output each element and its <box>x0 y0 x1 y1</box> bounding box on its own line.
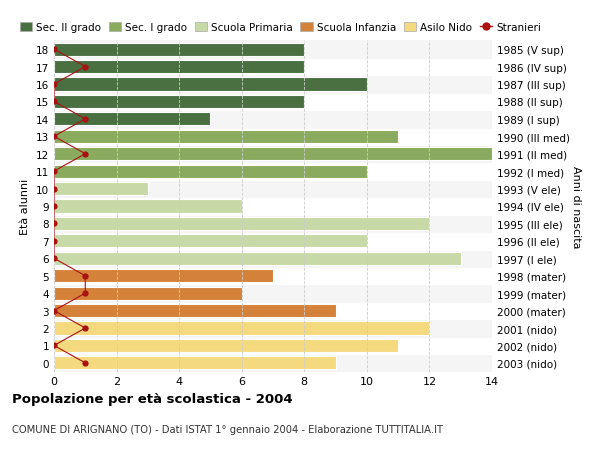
Bar <box>54 302 492 319</box>
Bar <box>54 235 367 248</box>
Bar <box>54 113 211 126</box>
Bar <box>54 339 398 352</box>
Bar <box>54 59 492 76</box>
Bar <box>54 94 492 111</box>
Bar <box>54 165 367 178</box>
Bar <box>54 61 304 74</box>
Bar <box>54 268 492 285</box>
Text: Popolazione per età scolastica - 2004: Popolazione per età scolastica - 2004 <box>12 392 293 405</box>
Bar <box>54 304 335 318</box>
Bar <box>54 148 492 161</box>
Bar <box>54 319 492 337</box>
Bar <box>54 357 335 369</box>
Bar <box>54 233 492 250</box>
Bar <box>54 218 430 230</box>
Bar <box>54 198 492 215</box>
Text: COMUNE DI ARIGNANO (TO) - Dati ISTAT 1° gennaio 2004 - Elaborazione TUTTITALIA.I: COMUNE DI ARIGNANO (TO) - Dati ISTAT 1° … <box>12 425 443 435</box>
Bar <box>54 146 492 163</box>
Bar <box>54 95 304 109</box>
Bar <box>54 130 398 144</box>
Bar <box>54 269 273 283</box>
Bar <box>54 163 492 180</box>
Y-axis label: Anni di nascita: Anni di nascita <box>571 165 581 248</box>
Bar <box>54 76 492 94</box>
Bar <box>54 287 242 300</box>
Bar <box>54 41 492 59</box>
Bar <box>54 354 492 372</box>
Bar <box>54 200 242 213</box>
Bar <box>54 250 492 268</box>
Bar <box>54 78 367 91</box>
Bar <box>54 183 148 196</box>
Bar <box>54 322 430 335</box>
Y-axis label: Età alunni: Età alunni <box>20 179 31 235</box>
Bar <box>54 111 492 128</box>
Bar <box>54 128 492 146</box>
Bar <box>54 215 492 233</box>
Bar <box>54 44 304 56</box>
Legend: Sec. II grado, Sec. I grado, Scuola Primaria, Scuola Infanzia, Asilo Nido, Stran: Sec. II grado, Sec. I grado, Scuola Prim… <box>20 23 541 33</box>
Bar <box>54 252 461 265</box>
Bar <box>54 285 492 302</box>
Bar <box>54 180 492 198</box>
Bar <box>54 337 492 354</box>
